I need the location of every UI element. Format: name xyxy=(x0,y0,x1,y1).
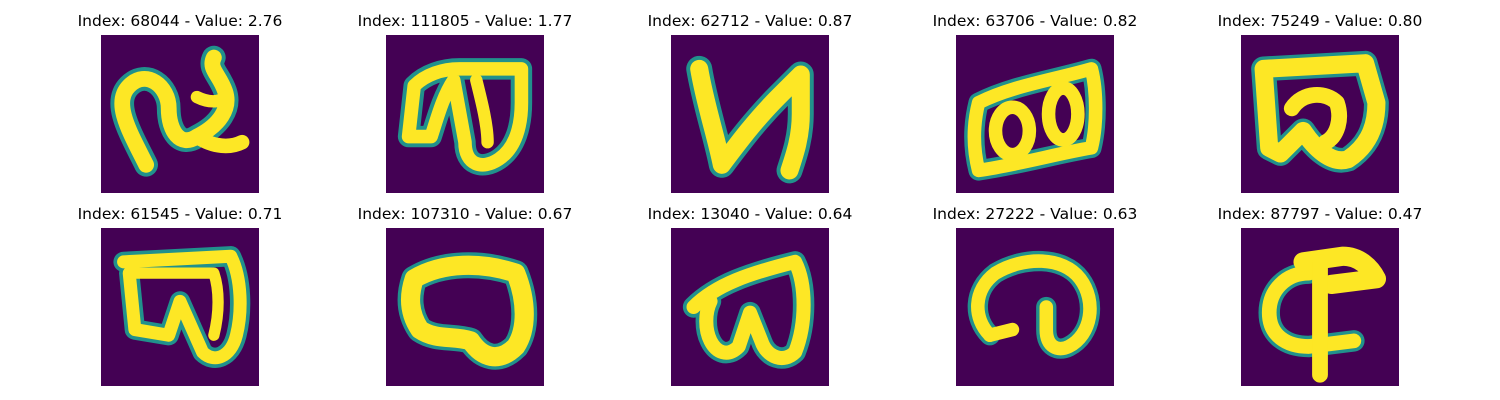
glyph-image xyxy=(671,35,829,193)
glyph-image xyxy=(1241,35,1399,193)
panel-7: Index: 107310 - Value: 0.67 xyxy=(335,202,595,387)
panel-4: Index: 63706 - Value: 0.82 xyxy=(905,9,1165,194)
glyph-image xyxy=(956,228,1114,386)
glyph-image xyxy=(101,35,259,193)
glyph-image xyxy=(386,228,544,386)
panel-title: Index: 107310 - Value: 0.67 xyxy=(357,205,573,223)
panel-8: Index: 13040 - Value: 0.64 xyxy=(620,202,880,387)
panel-title: Index: 27222 - Value: 0.63 xyxy=(932,205,1138,223)
panel-5: Index: 75249 - Value: 0.80 xyxy=(1190,9,1450,194)
glyph-image xyxy=(386,35,544,193)
glyph-image xyxy=(1241,228,1399,386)
panel-title: Index: 63706 - Value: 0.82 xyxy=(932,12,1138,30)
panel-title: Index: 68044 - Value: 2.76 xyxy=(77,12,283,30)
panel-1: Index: 68044 - Value: 2.76 xyxy=(50,9,310,194)
panel-title: Index: 62712 - Value: 0.87 xyxy=(647,12,853,30)
panel-6: Index: 61545 - Value: 0.71 xyxy=(50,202,310,387)
glyph-image xyxy=(956,35,1114,193)
glyph-image xyxy=(671,228,829,386)
panel-3: Index: 62712 - Value: 0.87 xyxy=(620,9,880,194)
panel-title: Index: 61545 - Value: 0.71 xyxy=(77,205,283,223)
panel-title: Index: 75249 - Value: 0.80 xyxy=(1217,12,1423,30)
panel-10: Index: 87797 - Value: 0.47 xyxy=(1190,202,1450,387)
panel-title: Index: 13040 - Value: 0.64 xyxy=(647,205,853,223)
glyph-image xyxy=(101,228,259,386)
panel-9: Index: 27222 - Value: 0.63 xyxy=(905,202,1165,387)
panel-title: Index: 87797 - Value: 0.47 xyxy=(1217,205,1423,223)
panel-2: Index: 111805 - Value: 1.77 xyxy=(335,9,595,194)
panel-title: Index: 111805 - Value: 1.77 xyxy=(357,12,573,30)
